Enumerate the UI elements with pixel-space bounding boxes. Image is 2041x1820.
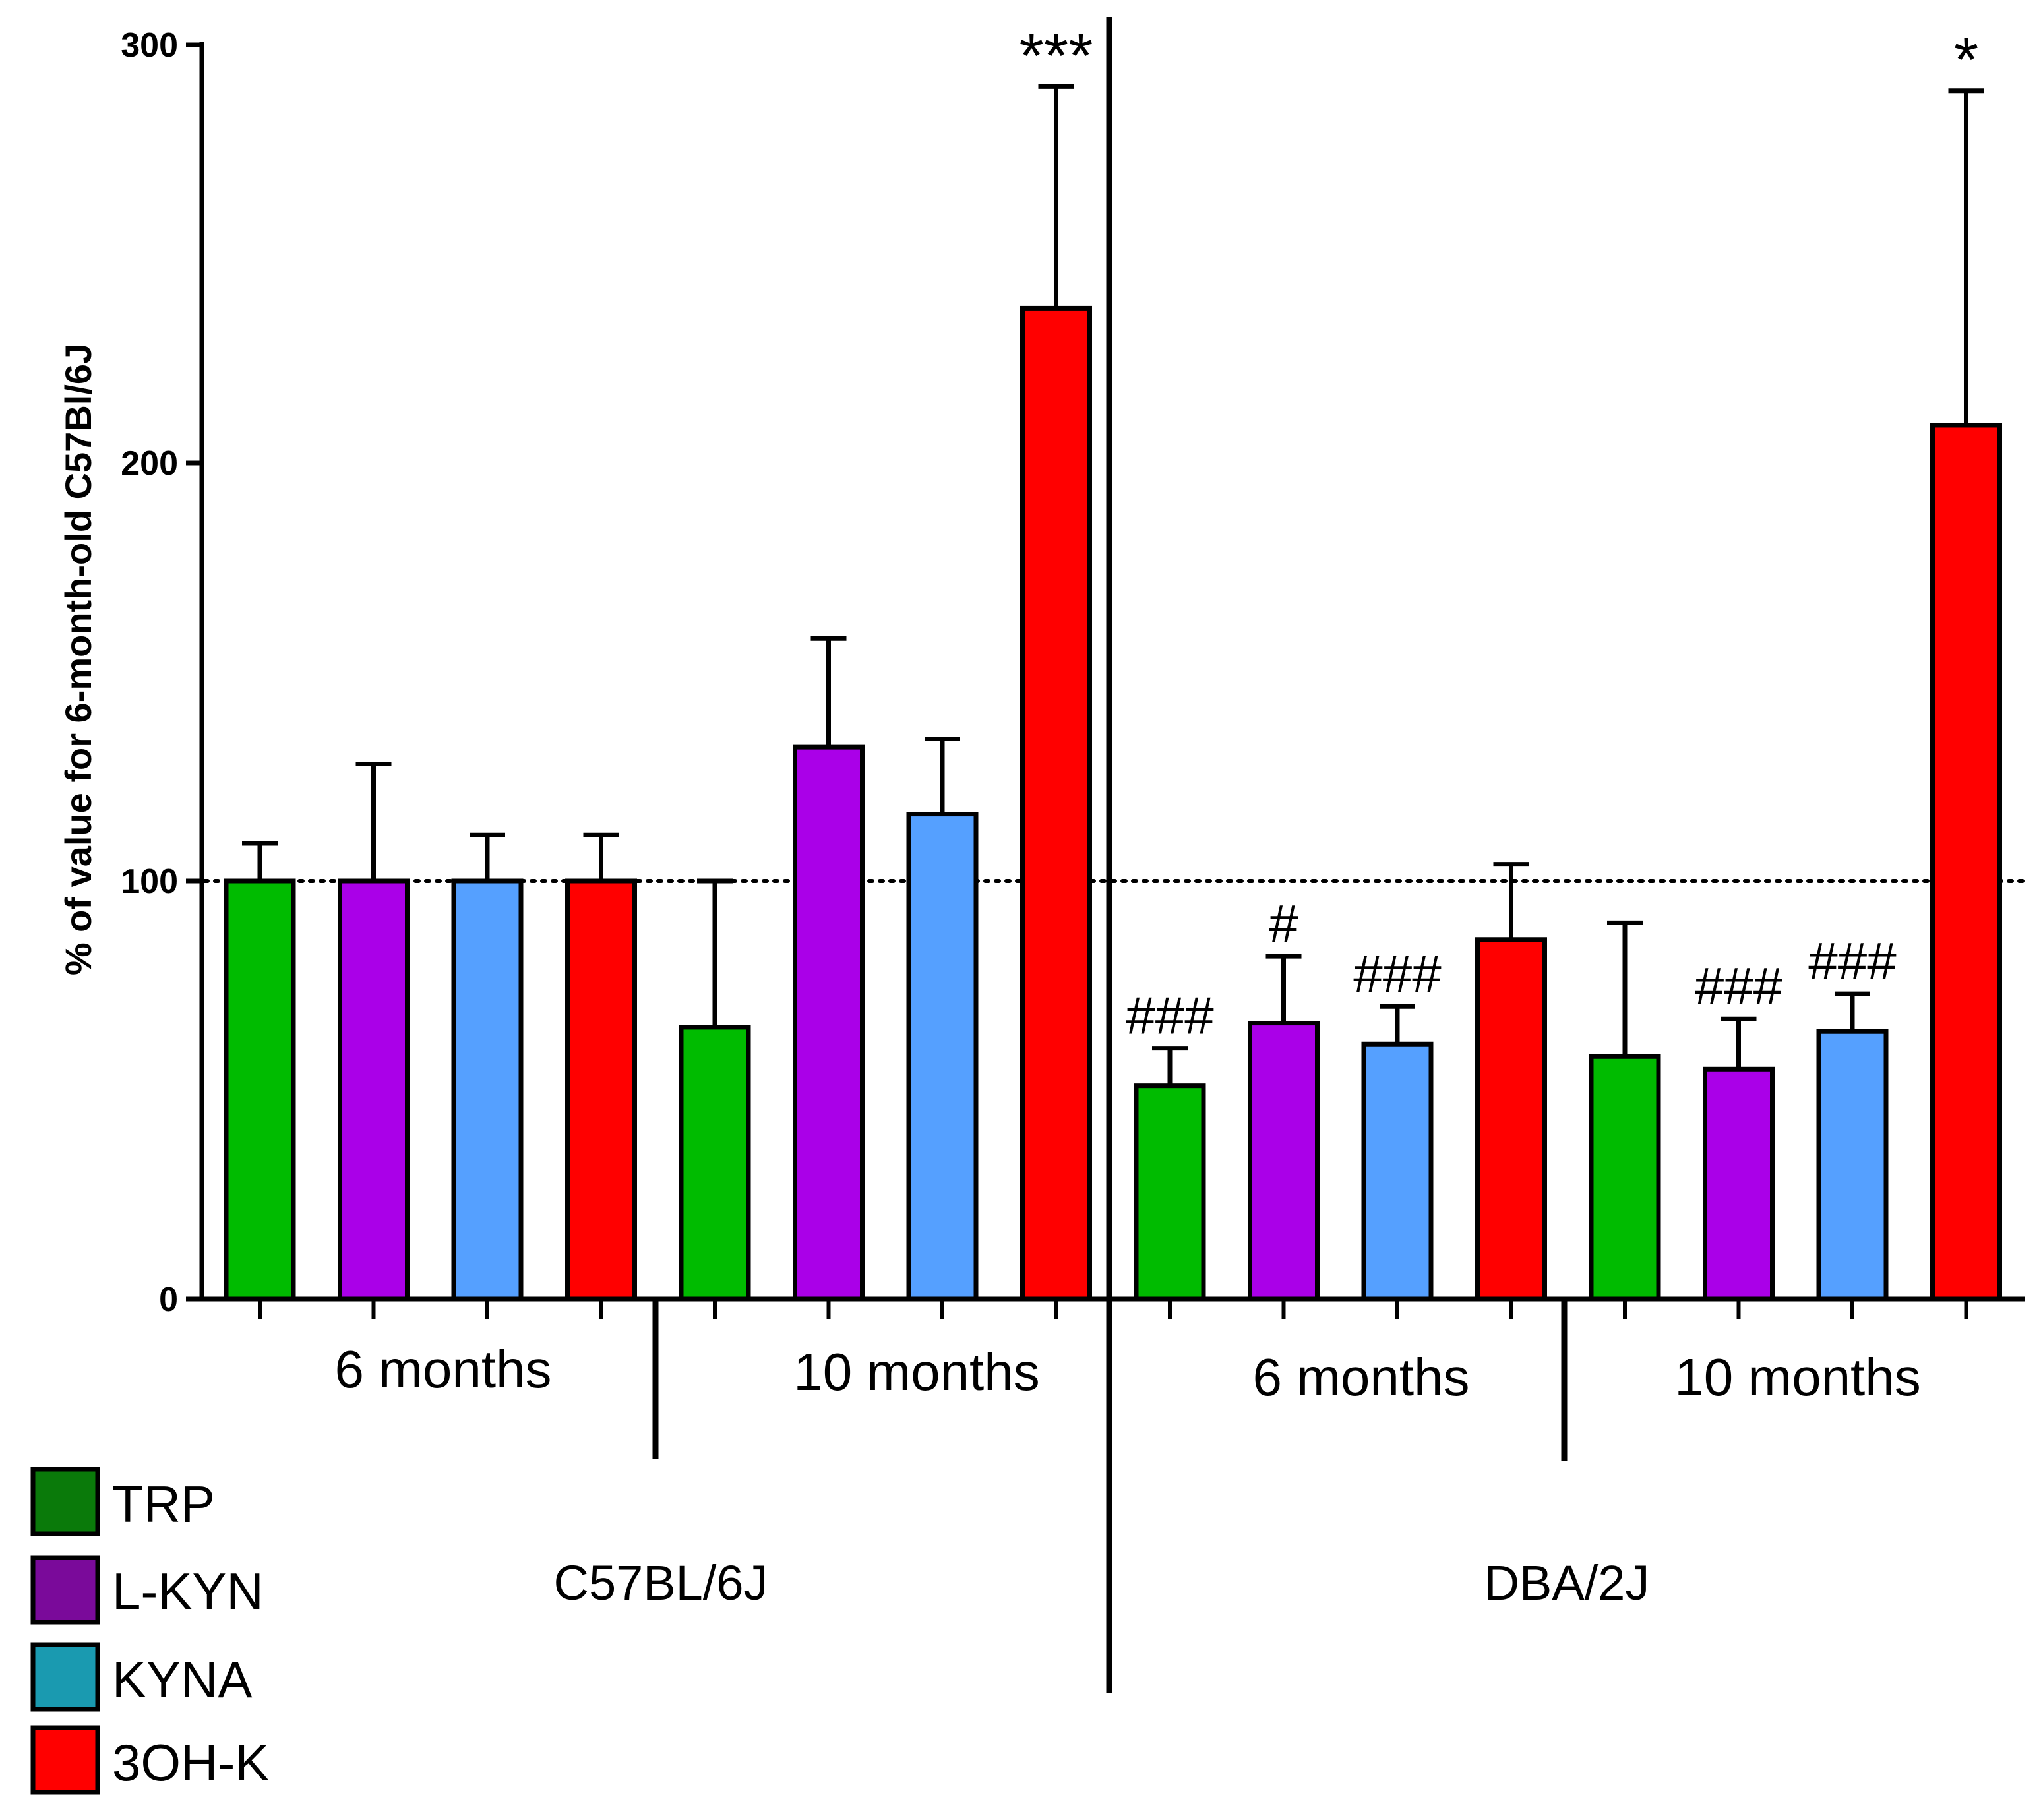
significance-annotation: *** [1019, 20, 1093, 91]
significance-annotation: * [1954, 25, 1978, 96]
legend-item-trp: TRP [30, 1467, 215, 1536]
age-label-dba-10m: 10 months [1674, 1348, 1921, 1407]
legend-label-lkyn: L-KYN [112, 1562, 264, 1620]
age-label-dba-6m: 6 months [1252, 1348, 1469, 1407]
legend: TRP L-KYN KYNA 3OH-K [30, 1467, 269, 1795]
bar-trp [224, 878, 296, 1302]
legend-swatch-kyna [30, 1642, 100, 1712]
legend-swatch-lkyn [30, 1555, 100, 1625]
age-label-c57-10m: 10 months [793, 1343, 1040, 1401]
y-tick-label: 300 [121, 26, 178, 65]
bar-kyna [1816, 1029, 1889, 1302]
bar-3ohk [565, 878, 637, 1302]
y-tick-label: 100 [121, 863, 178, 901]
bar-trp [679, 1025, 751, 1302]
bar-kyna [451, 878, 524, 1302]
age-label-c57-6m: 6 months [334, 1340, 551, 1399]
legend-swatch-trp [30, 1467, 100, 1536]
bar-trp [1134, 1083, 1206, 1302]
strain-label-dba: DBA/2J [1484, 1556, 1650, 1610]
legend-item-lkyn: L-KYN [30, 1555, 264, 1625]
strain-label-c57: C57BL/6J [554, 1556, 768, 1610]
bar-lkyn [793, 744, 865, 1302]
legend-label-trp: TRP [112, 1475, 215, 1533]
significance-annotation: ### [1353, 944, 1442, 1003]
legend-swatch-3ohk [30, 1725, 100, 1795]
significance-annotation: ### [1695, 957, 1783, 1016]
y-tick-label: 200 [121, 444, 178, 483]
bar-lkyn [1703, 1066, 1775, 1302]
bar-trp [1589, 1054, 1661, 1302]
significance-annotation: ### [1808, 932, 1897, 990]
legend-label-3ohk: 3OH-K [112, 1734, 269, 1792]
significance-annotation: ### [1126, 986, 1214, 1045]
legend-item-kyna: KYNA [30, 1642, 252, 1712]
bar-lkyn [338, 878, 410, 1302]
legend-item-3ohk: 3OH-K [30, 1725, 269, 1795]
significance-annotation: # [1269, 894, 1298, 953]
bar-kyna [1361, 1041, 1434, 1302]
bar-lkyn [1248, 1021, 1320, 1302]
y-axis-label: % of value for 6-month-old C57Bl/6J [57, 344, 99, 975]
bar-3ohk [1020, 305, 1092, 1302]
legend-label-kyna: KYNA [112, 1651, 252, 1709]
bar-3ohk [1930, 423, 2002, 1302]
y-tick-label: 0 [159, 1281, 178, 1319]
bar-3ohk [1475, 937, 1547, 1302]
bar-kyna [906, 812, 979, 1302]
